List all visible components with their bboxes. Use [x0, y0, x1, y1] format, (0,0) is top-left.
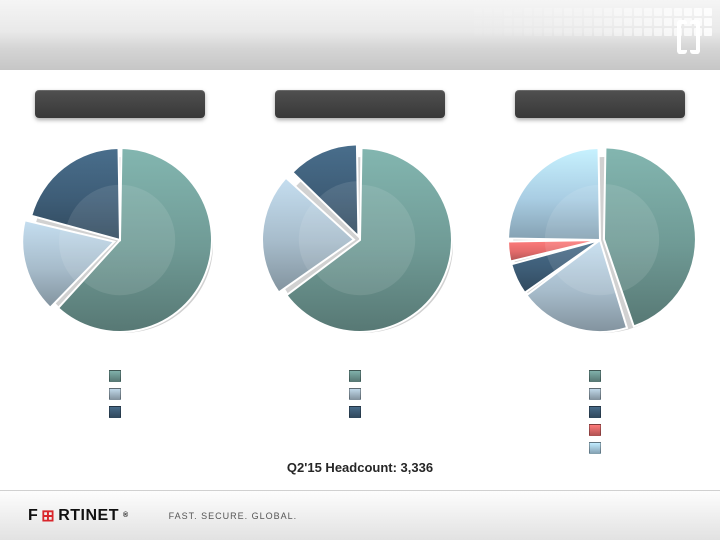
- legend-swatch: [589, 442, 601, 454]
- brand-logo: F⊞RTINET ®: [28, 506, 129, 526]
- legend-item: [109, 370, 131, 382]
- legend-swatch: [589, 388, 601, 400]
- legend-item: [589, 424, 611, 436]
- slide-header-bar: [0, 0, 720, 70]
- legend-swatch: [109, 406, 121, 418]
- legend-swatch: [589, 406, 601, 418]
- legend-item: [349, 388, 371, 400]
- legend-3: [500, 370, 700, 454]
- pie-chart-2: [260, 140, 460, 340]
- legend-swatch: [589, 370, 601, 382]
- legend-1: [20, 370, 220, 418]
- headcount-label: Q2'15 Headcount: 3,336: [0, 460, 720, 475]
- legend-swatch: [349, 370, 361, 382]
- legend-item: [109, 406, 131, 418]
- legend-label: [367, 371, 371, 381]
- slide-footer: F⊞RTINET ® FAST. SECURE. GLOBAL.: [0, 490, 720, 540]
- pie-chart-1: [20, 140, 220, 340]
- brand-part-icon: ⊞: [41, 506, 55, 526]
- legend-swatch: [589, 424, 601, 436]
- legend-label: [367, 407, 371, 417]
- pie-chart-3: [500, 140, 700, 340]
- legend-label: [127, 389, 131, 399]
- legend-label: [127, 371, 131, 381]
- header-logo-bracket: [677, 20, 700, 54]
- legend-item: [589, 406, 611, 418]
- slide-content: Q2'15 Headcount: 3,336: [0, 70, 720, 490]
- legend-swatch: [349, 388, 361, 400]
- legend-swatch: [349, 406, 361, 418]
- legend-item: [349, 406, 371, 418]
- legend-label: [367, 389, 371, 399]
- legend-label: [127, 407, 131, 417]
- legend-item: [589, 370, 611, 382]
- brand-part-2: RTINET: [58, 507, 119, 525]
- legend-item: [589, 442, 611, 454]
- chart-3-title-bar: [515, 90, 685, 118]
- brand-part-1: F: [28, 507, 38, 525]
- legend-swatch: [109, 388, 121, 400]
- legend-label: [607, 443, 611, 453]
- legend-label: [607, 389, 611, 399]
- brand-registered: ®: [123, 512, 129, 519]
- legend-2: [260, 370, 460, 418]
- chart-1-title-bar: [35, 90, 205, 118]
- legend-label: [607, 425, 611, 435]
- legend-item: [349, 370, 371, 382]
- legend-item: [109, 388, 131, 400]
- legend-swatch: [109, 370, 121, 382]
- legend-label: [607, 371, 611, 381]
- chart-2-title-bar: [275, 90, 445, 118]
- legend-item: [589, 388, 611, 400]
- legend-label: [607, 407, 611, 417]
- brand-tagline: FAST. SECURE. GLOBAL.: [169, 511, 298, 521]
